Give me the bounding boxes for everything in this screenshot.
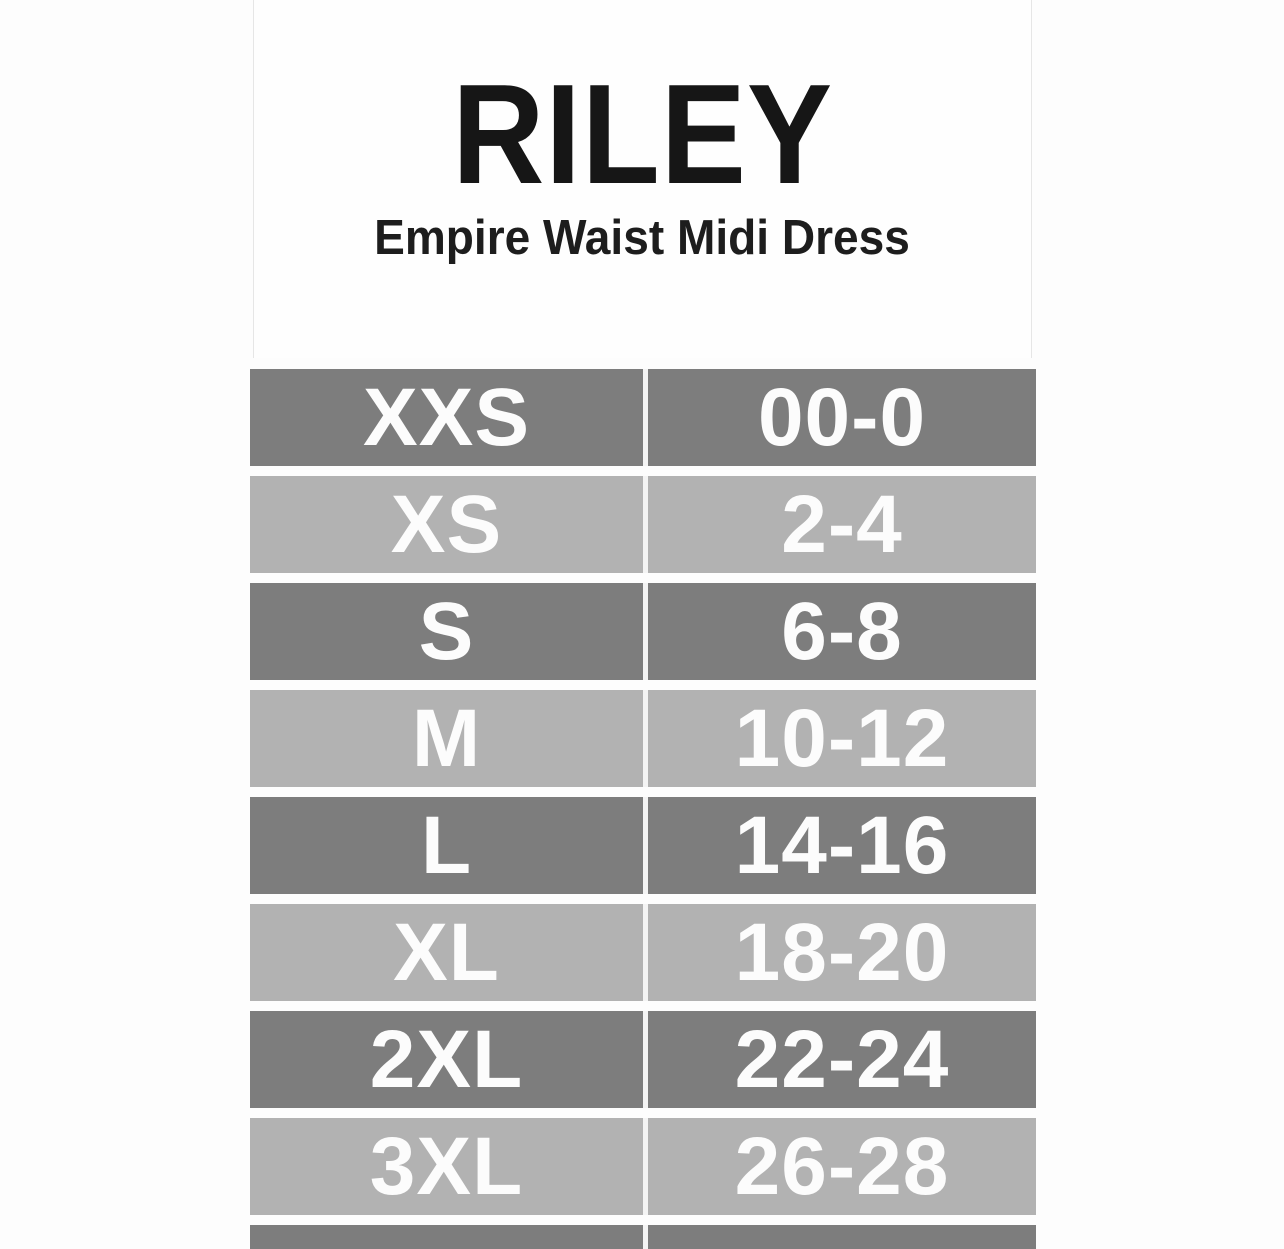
size-cell: S <box>250 583 643 680</box>
column-divider <box>643 904 648 1001</box>
range-cell: 2-4 <box>648 476 1036 573</box>
size-cell: M <box>250 690 643 787</box>
size-cell: 2XL <box>250 1011 643 1108</box>
size-row: XS 2-4 <box>250 476 1036 573</box>
footer-right-cell <box>648 1225 1036 1249</box>
product-subtitle: Empire Waist Midi Dress <box>254 214 1031 263</box>
size-cell: 3XL <box>250 1118 643 1215</box>
column-divider <box>643 1118 648 1215</box>
column-divider <box>643 690 648 787</box>
size-row: XL 18-20 <box>250 904 1036 1001</box>
column-divider <box>643 1225 648 1249</box>
size-row: 3XL 26-28 <box>250 1118 1036 1215</box>
header-card: RILEY Empire Waist Midi Dress <box>253 0 1032 358</box>
column-divider <box>643 476 648 573</box>
range-cell: 22-24 <box>648 1011 1036 1108</box>
size-row: S 6-8 <box>250 583 1036 680</box>
size-table: XXS 00-0 XS 2-4 S 6-8 M 10-12 L 14-16 XL… <box>250 369 1036 1249</box>
size-row: M 10-12 <box>250 690 1036 787</box>
size-cell: L <box>250 797 643 894</box>
size-cell: XL <box>250 904 643 1001</box>
product-name-text: RILEY <box>452 55 833 214</box>
column-divider <box>643 1011 648 1108</box>
footer-left-cell <box>250 1225 643 1249</box>
range-cell: 6-8 <box>648 583 1036 680</box>
column-divider <box>643 583 648 680</box>
size-row: XXS 00-0 <box>250 369 1036 466</box>
size-row: L 14-16 <box>250 797 1036 894</box>
size-cell: XS <box>250 476 643 573</box>
range-cell: 10-12 <box>648 690 1036 787</box>
size-cell: XXS <box>250 369 643 466</box>
product-name-title: RILEY <box>254 64 1031 206</box>
range-cell: 00-0 <box>648 369 1036 466</box>
column-divider <box>643 369 648 466</box>
column-divider <box>643 797 648 894</box>
range-cell: 18-20 <box>648 904 1036 1001</box>
range-cell: 14-16 <box>648 797 1036 894</box>
product-subtitle-text: Empire Waist Midi Dress <box>374 211 911 265</box>
size-table-body: XXS 00-0 XS 2-4 S 6-8 M 10-12 L 14-16 XL… <box>250 369 1036 1215</box>
range-cell: 26-28 <box>648 1118 1036 1215</box>
size-row: 2XL 22-24 <box>250 1011 1036 1108</box>
table-footer-strip <box>250 1225 1036 1249</box>
